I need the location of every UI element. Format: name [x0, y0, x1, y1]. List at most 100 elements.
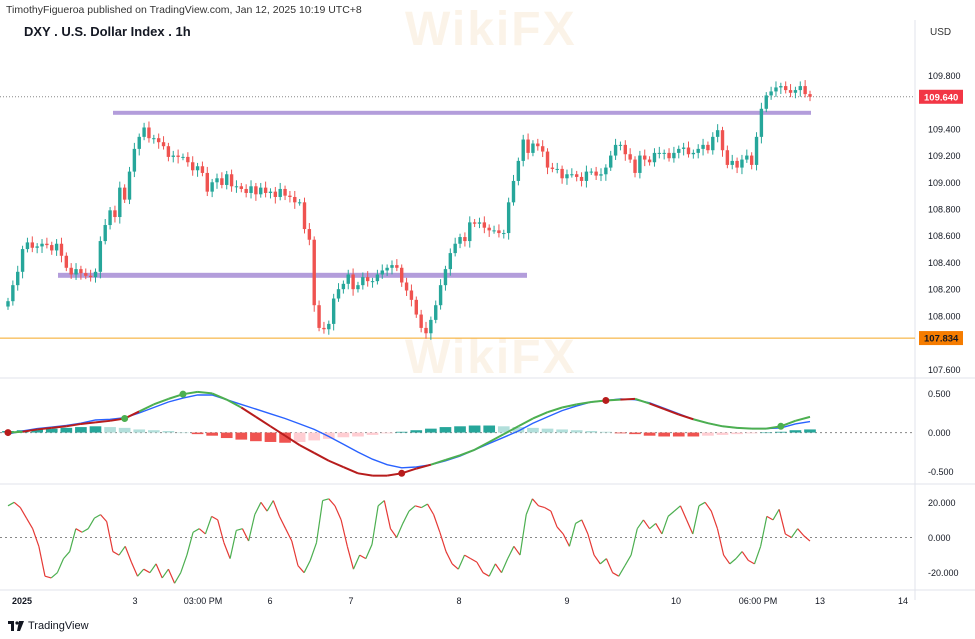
- oscillator-line-segment: [254, 502, 262, 515]
- oscillator-line-segment: [415, 505, 422, 509]
- signal-line-segment: [299, 444, 315, 454]
- oscillator-line-segment: [248, 514, 256, 542]
- candle-body: [346, 274, 350, 284]
- macd-histogram-bar: [293, 432, 306, 442]
- candle-body: [783, 86, 788, 91]
- time-tick-label: 13: [815, 596, 825, 606]
- price-levels: [0, 96, 915, 339]
- candle-body: [122, 187, 127, 200]
- signal-line-segment: [722, 425, 738, 429]
- signal-line-segment: [240, 406, 257, 418]
- oscillator-line-segment: [137, 568, 145, 577]
- oscillator-line-segment: [87, 517, 95, 530]
- candle-body: [404, 282, 409, 291]
- price-tick-label: 108.000: [928, 311, 961, 321]
- candle-body: [429, 319, 433, 334]
- macd-histogram-bar: [366, 432, 379, 435]
- candle-body: [205, 172, 209, 192]
- oscillator-line-segment: [445, 551, 453, 565]
- oscillator-line-segment: [716, 528, 725, 556]
- oscillator-line-segment: [593, 554, 601, 565]
- oscillator-line-segment: [568, 523, 577, 547]
- candle-body: [764, 95, 768, 109]
- brand-label: TradingView: [28, 620, 89, 632]
- signal-line-segment: [37, 426, 52, 431]
- signal-line-segment: [197, 390, 213, 395]
- signal-line-segment: [357, 472, 373, 477]
- oscillator-line-segment: [297, 565, 305, 574]
- tradingview-brand[interactable]: TradingView: [8, 620, 89, 632]
- macd-histogram-bar: [60, 427, 73, 433]
- oscillator-line-segment: [470, 558, 478, 563]
- candle-body: [113, 210, 117, 218]
- time-tick-label: 03:00 PM: [184, 596, 223, 606]
- oscillator-line-segment: [500, 558, 509, 573]
- oscillator-line-segment: [791, 528, 799, 538]
- candle-body: [749, 155, 754, 165]
- candle-body: [59, 243, 64, 256]
- tradingview-logo-icon: [8, 621, 24, 631]
- time-tick-label: 9: [564, 596, 569, 606]
- signal-line-segment: [517, 417, 534, 428]
- signal-line-segment: [269, 425, 286, 437]
- candle-body: [390, 265, 394, 268]
- candle-body: [434, 305, 438, 320]
- candle-body: [156, 138, 161, 143]
- oscillator-line-segment: [25, 517, 34, 530]
- price-tick-label: 108.800: [928, 205, 961, 215]
- candle-body: [249, 186, 253, 193]
- oscillator-tick-label: 20.000: [928, 498, 956, 508]
- time-axis: 2025 3 03:00 PM 6 7 8 9 10 06:00 PM 13 14: [12, 596, 908, 606]
- macd-histogram-bar: [191, 432, 204, 435]
- candle-body: [234, 186, 239, 188]
- candle-body: [506, 202, 511, 234]
- candle-body: [132, 148, 137, 172]
- oscillator-line-segment: [155, 563, 163, 579]
- oscillator-line-segment: [390, 528, 398, 538]
- candle-body: [574, 174, 579, 177]
- oscillator-line-segment: [402, 510, 410, 524]
- oscillator-line-segment: [605, 558, 614, 573]
- candle-body: [448, 253, 453, 270]
- oscillator-line-segment: [575, 519, 583, 524]
- oscillator-line-segment: [365, 544, 373, 559]
- macd-histogram-bar: [439, 427, 452, 433]
- oscillator-line-segment: [735, 551, 743, 560]
- macd-histogram-bar: [133, 429, 146, 433]
- signal-line-segment: [547, 406, 563, 414]
- candle-body: [84, 273, 88, 276]
- price-tick-label: 108.400: [928, 258, 961, 268]
- macd-histogram-bar: [410, 430, 423, 433]
- price-tick-label: 109.400: [928, 124, 961, 134]
- candle-body: [64, 255, 69, 268]
- candle-body: [30, 242, 35, 248]
- candle-body: [98, 241, 103, 272]
- macd-histogram-bar: [541, 428, 554, 433]
- candle-body: [701, 144, 705, 149]
- oscillator-line-segment: [241, 528, 250, 542]
- macd-histogram-bar: [600, 431, 612, 433]
- oscillator-line-segment: [439, 532, 447, 552]
- candle-body: [477, 222, 482, 224]
- macd-cross-dot: [179, 390, 187, 398]
- candle-body: [516, 160, 521, 181]
- time-tick-label: 14: [898, 596, 908, 606]
- candle-body: [754, 136, 759, 165]
- oscillator-line-segment: [94, 514, 101, 519]
- candle-body: [681, 147, 686, 149]
- time-tick-label: 8: [456, 596, 461, 606]
- candle-body: [11, 285, 15, 302]
- candle-body: [584, 171, 589, 181]
- candle-body: [302, 202, 307, 230]
- oscillator-line-segment: [50, 572, 58, 579]
- macd-histogram-bar: [789, 430, 802, 433]
- candle-body: [356, 285, 360, 290]
- macd-histogram-bar: [235, 432, 248, 440]
- oscillator-tick-label: -20.000: [928, 568, 959, 578]
- oscillator-line-segment: [63, 551, 71, 560]
- candle-body: [482, 222, 487, 228]
- candle-body: [54, 243, 59, 251]
- candle-body: [540, 146, 545, 152]
- candle-body: [740, 159, 744, 168]
